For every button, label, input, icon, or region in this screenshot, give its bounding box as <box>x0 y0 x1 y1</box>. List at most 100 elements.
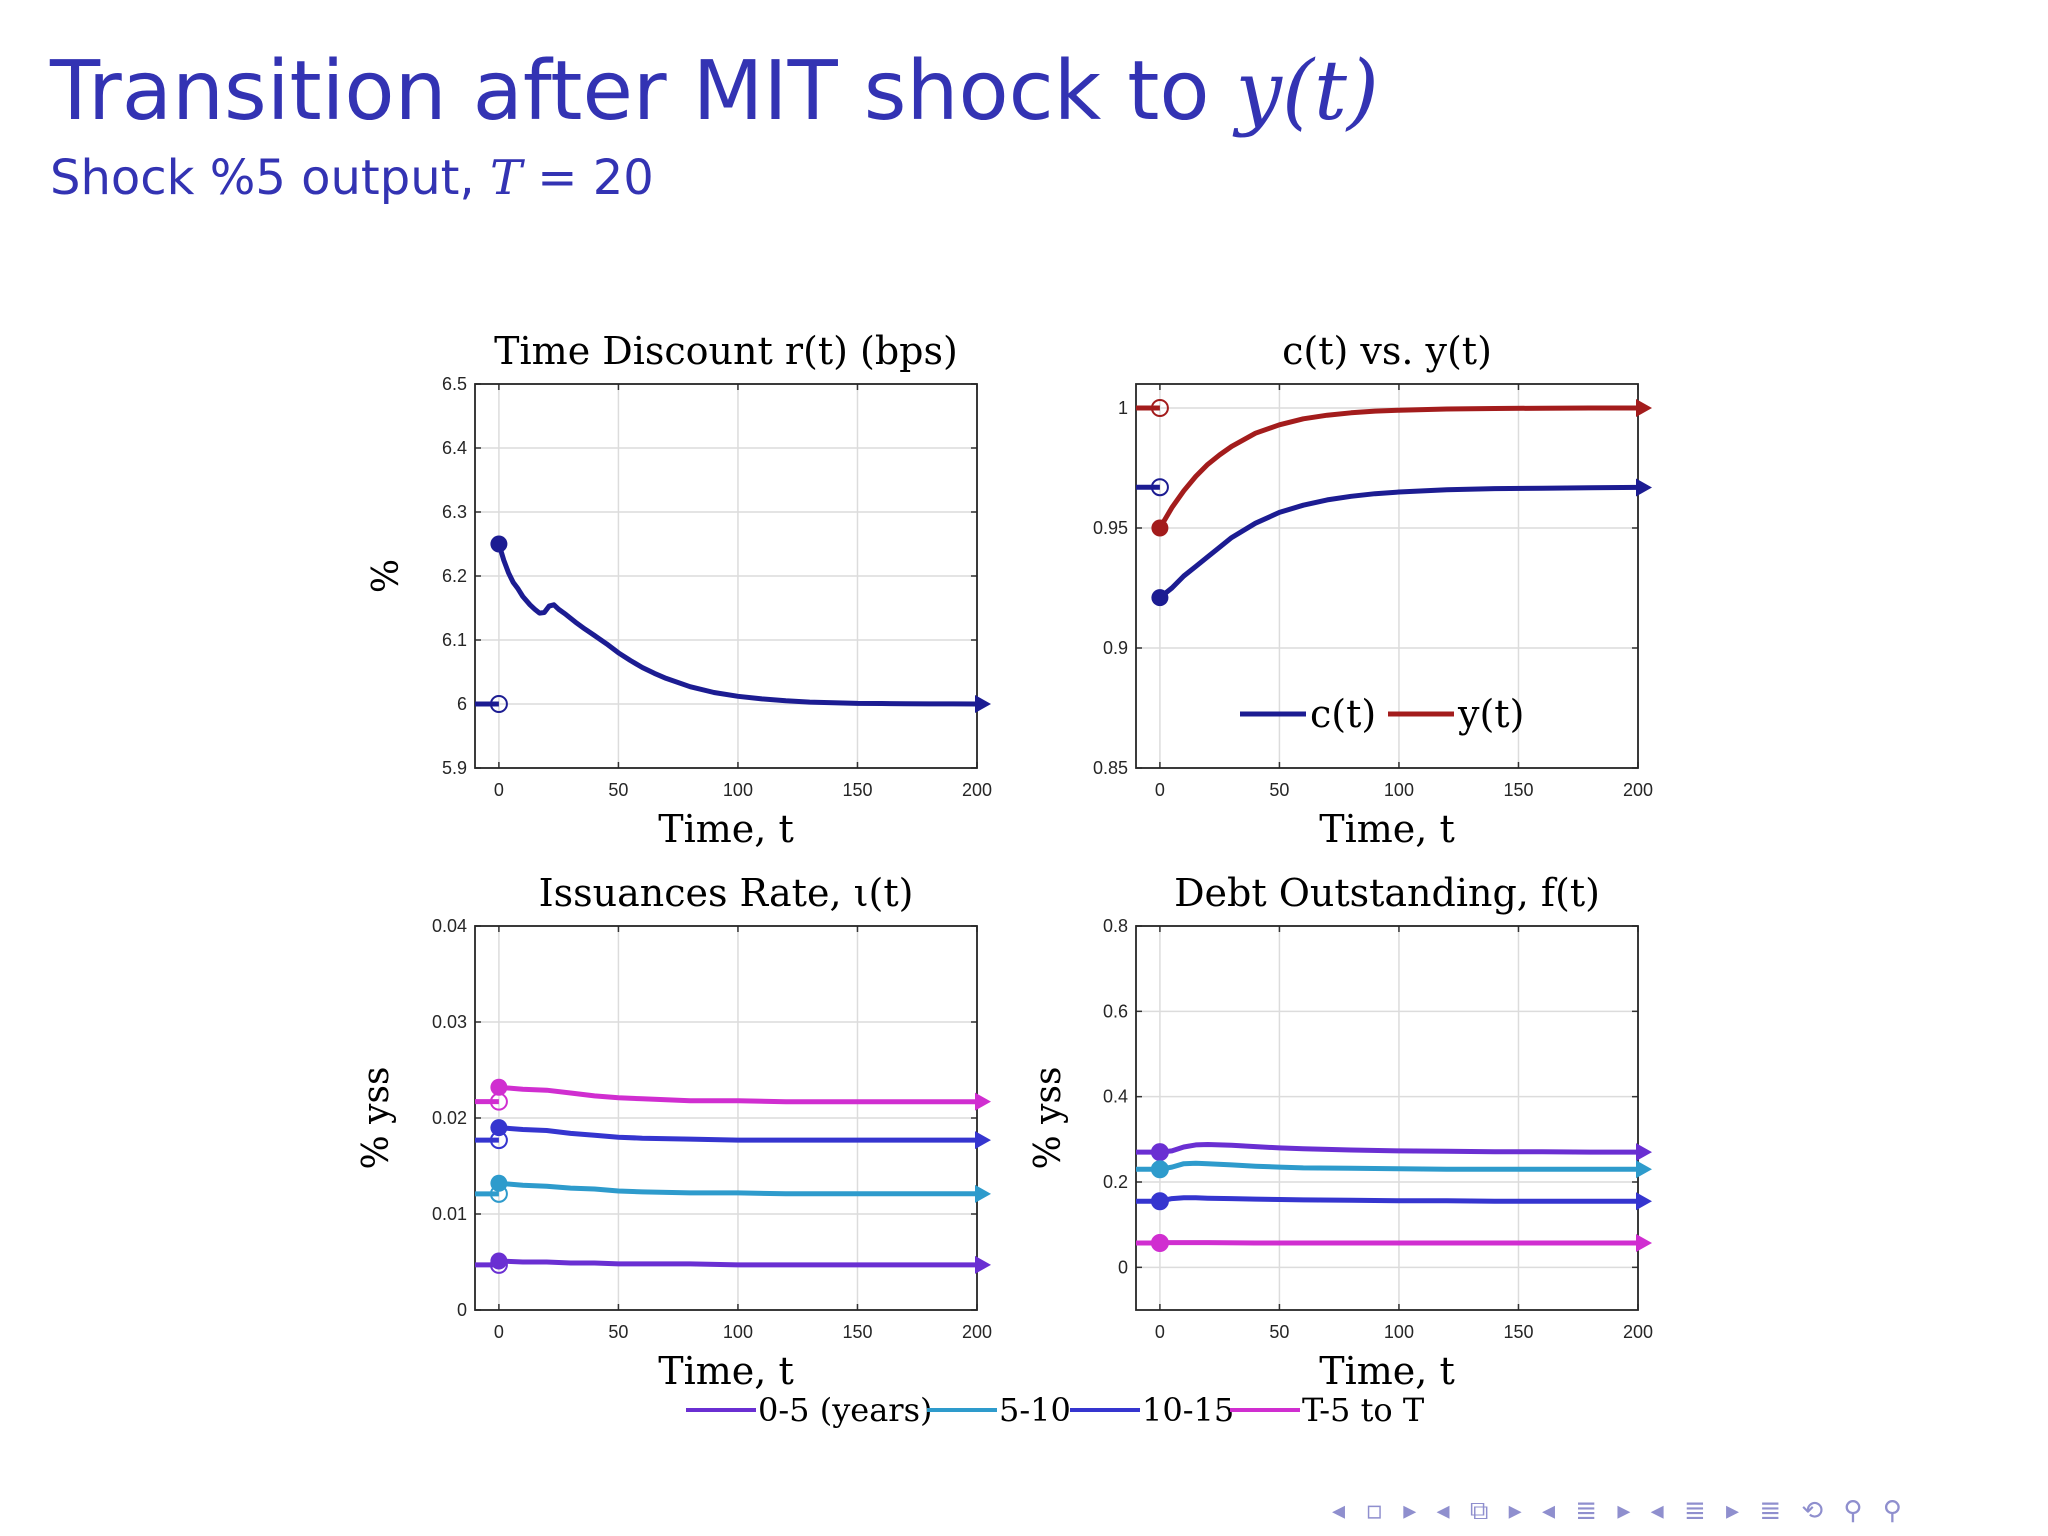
legend-label: T-5 to T <box>1302 1391 1425 1429</box>
beamer-navigation[interactable]: ◂ ▫ ▸ ◂ ⧉ ▸ ◂ ≣ ▸ ◂ ≣ ▸ ≣ ⟲ ⚲ ⚲ <box>1332 1496 1908 1526</box>
x-tick-label: 100 <box>723 1322 753 1342</box>
series-10-15 <box>475 1119 991 1150</box>
x-tick-label: 100 <box>1384 780 1414 800</box>
x-tick-label: 200 <box>1623 1322 1653 1342</box>
impact-marker <box>1151 1143 1169 1161</box>
slide-subtitle-eq: = 20 <box>521 150 654 206</box>
x-tick-label: 0 <box>494 780 504 800</box>
series-line <box>1157 1142 1641 1155</box>
y-tick-label: 0.2 <box>1103 1172 1128 1192</box>
series-t-5-to-t <box>475 1078 991 1111</box>
y-tick-label: 0.02 <box>432 1108 467 1128</box>
pre-shock-marker <box>1150 399 1169 417</box>
x-tick-label: 150 <box>842 780 872 800</box>
slide-subtitle-t: T <box>489 150 522 206</box>
x-axis-label: Time, t <box>1319 807 1454 851</box>
series-arrowhead <box>1636 1143 1652 1162</box>
x-tick-label: 150 <box>1503 1322 1533 1342</box>
legend-label: 5-10 <box>999 1391 1071 1429</box>
series-arrowhead <box>1636 1192 1652 1211</box>
x-tick-label: 0 <box>1155 780 1165 800</box>
impact-marker <box>490 1252 508 1270</box>
impact-marker <box>1151 519 1169 537</box>
y-tick-label: 0.85 <box>1093 758 1128 778</box>
y-tick-label: 0.04 <box>432 916 467 936</box>
y-tick-label: 0.6 <box>1103 1001 1128 1021</box>
x-tick-label: 200 <box>1623 780 1653 800</box>
series-0-5-years- <box>475 1252 991 1274</box>
slide-title-math: y(t) <box>1235 44 1379 139</box>
x-tick-label: 0 <box>494 1322 504 1342</box>
series-line <box>496 1084 980 1105</box>
series-line <box>1157 1195 1641 1204</box>
y-axis-label: % yss <box>356 1067 397 1170</box>
slide-subtitle: Shock %5 output, T = 20 <box>50 150 654 206</box>
legend-label: 0-5 (years) <box>758 1391 932 1429</box>
series-line <box>1157 405 1641 531</box>
x-tick-label: 50 <box>1269 1322 1289 1342</box>
series-arrowhead <box>1636 399 1652 417</box>
y-axis-label: % yss <box>1028 1067 1069 1170</box>
series-5-10 <box>475 1174 991 1203</box>
series-line <box>475 535 991 713</box>
series-t-5-to-t <box>1136 1234 1652 1253</box>
series-arrowhead <box>975 1255 991 1274</box>
pre-shock-marker <box>489 695 508 713</box>
chart-title: Issuances Rate, ι(t) <box>539 871 914 915</box>
slide-subtitle-text: Shock %5 output, <box>50 150 490 206</box>
y-tick-label: 5.9 <box>442 758 467 778</box>
y-tick-label: 6.3 <box>442 502 467 522</box>
impact-marker <box>1151 1234 1169 1252</box>
series-10-15 <box>1136 1192 1652 1211</box>
legend-label: y(t) <box>1457 692 1524 736</box>
series-arrowhead <box>975 1131 991 1150</box>
chart-debt-outstanding: 0 50 100 150 200 0 0.2 0.4 0.6 0.8 Debt Outstandin… <box>1028 871 1653 1393</box>
impact-marker <box>490 1119 508 1137</box>
y-tick-label: 1 <box>1118 398 1128 418</box>
impact-marker <box>490 535 508 553</box>
chart-issuance-rate: 0 50 100 150 200 0 0.01 0.02 0.03 0.04 Issuances R… <box>356 871 992 1393</box>
slide-title-text: Transition after MIT shock to <box>50 44 1236 139</box>
impact-marker <box>1151 1160 1169 1178</box>
series-line <box>496 541 980 707</box>
series-arrowhead <box>975 1092 991 1111</box>
series-0-5-years- <box>1136 1142 1652 1162</box>
y-tick-label: 6 <box>457 694 467 714</box>
x-tick-label: 150 <box>842 1322 872 1342</box>
y-tick-label: 6.2 <box>442 566 467 586</box>
series-line <box>496 1258 980 1268</box>
x-tick-label: 0 <box>1155 1322 1165 1342</box>
series-y-t- <box>1136 399 1652 537</box>
y-tick-label: 0 <box>457 1300 467 1320</box>
bottom-legend: 0-5 (years) 5-10 10-15 T-5 to T <box>686 1391 1425 1429</box>
x-tick-label: 50 <box>608 780 628 800</box>
x-axis-label: Time, t <box>658 1349 793 1393</box>
chart-title: Debt Outstanding, f(t) <box>1174 871 1600 915</box>
x-tick-label: 100 <box>723 780 753 800</box>
impact-marker <box>490 1174 508 1192</box>
y-tick-label: 6.1 <box>442 630 467 650</box>
y-tick-label: 0.95 <box>1093 518 1128 538</box>
x-tick-label: 150 <box>1503 780 1533 800</box>
y-tick-label: 0.9 <box>1103 638 1128 658</box>
chart-title: Time Discount r(t) (bps) <box>494 329 958 373</box>
slide-title: Transition after MIT shock to y(t) <box>50 44 1379 139</box>
x-tick-label: 100 <box>1384 1322 1414 1342</box>
axes-box <box>1135 925 1639 1311</box>
plot-area <box>1136 384 1638 768</box>
y-tick-label: 6.5 <box>442 374 467 394</box>
impact-marker <box>490 1078 508 1096</box>
axes-box <box>1135 383 1639 769</box>
series-arrowhead <box>975 695 991 713</box>
x-tick-label: 200 <box>962 1322 992 1342</box>
y-tick-label: 0 <box>1118 1257 1128 1277</box>
x-tick-label: 200 <box>962 780 992 800</box>
series-c-t- <box>1136 478 1652 607</box>
impact-marker <box>1151 1192 1169 1210</box>
y-tick-label: 6.4 <box>442 438 467 458</box>
pre-shock-marker <box>1150 478 1169 497</box>
x-axis-label: Time, t <box>1319 1349 1454 1393</box>
y-tick-label: 0.8 <box>1103 916 1128 936</box>
axes-box <box>474 383 978 769</box>
